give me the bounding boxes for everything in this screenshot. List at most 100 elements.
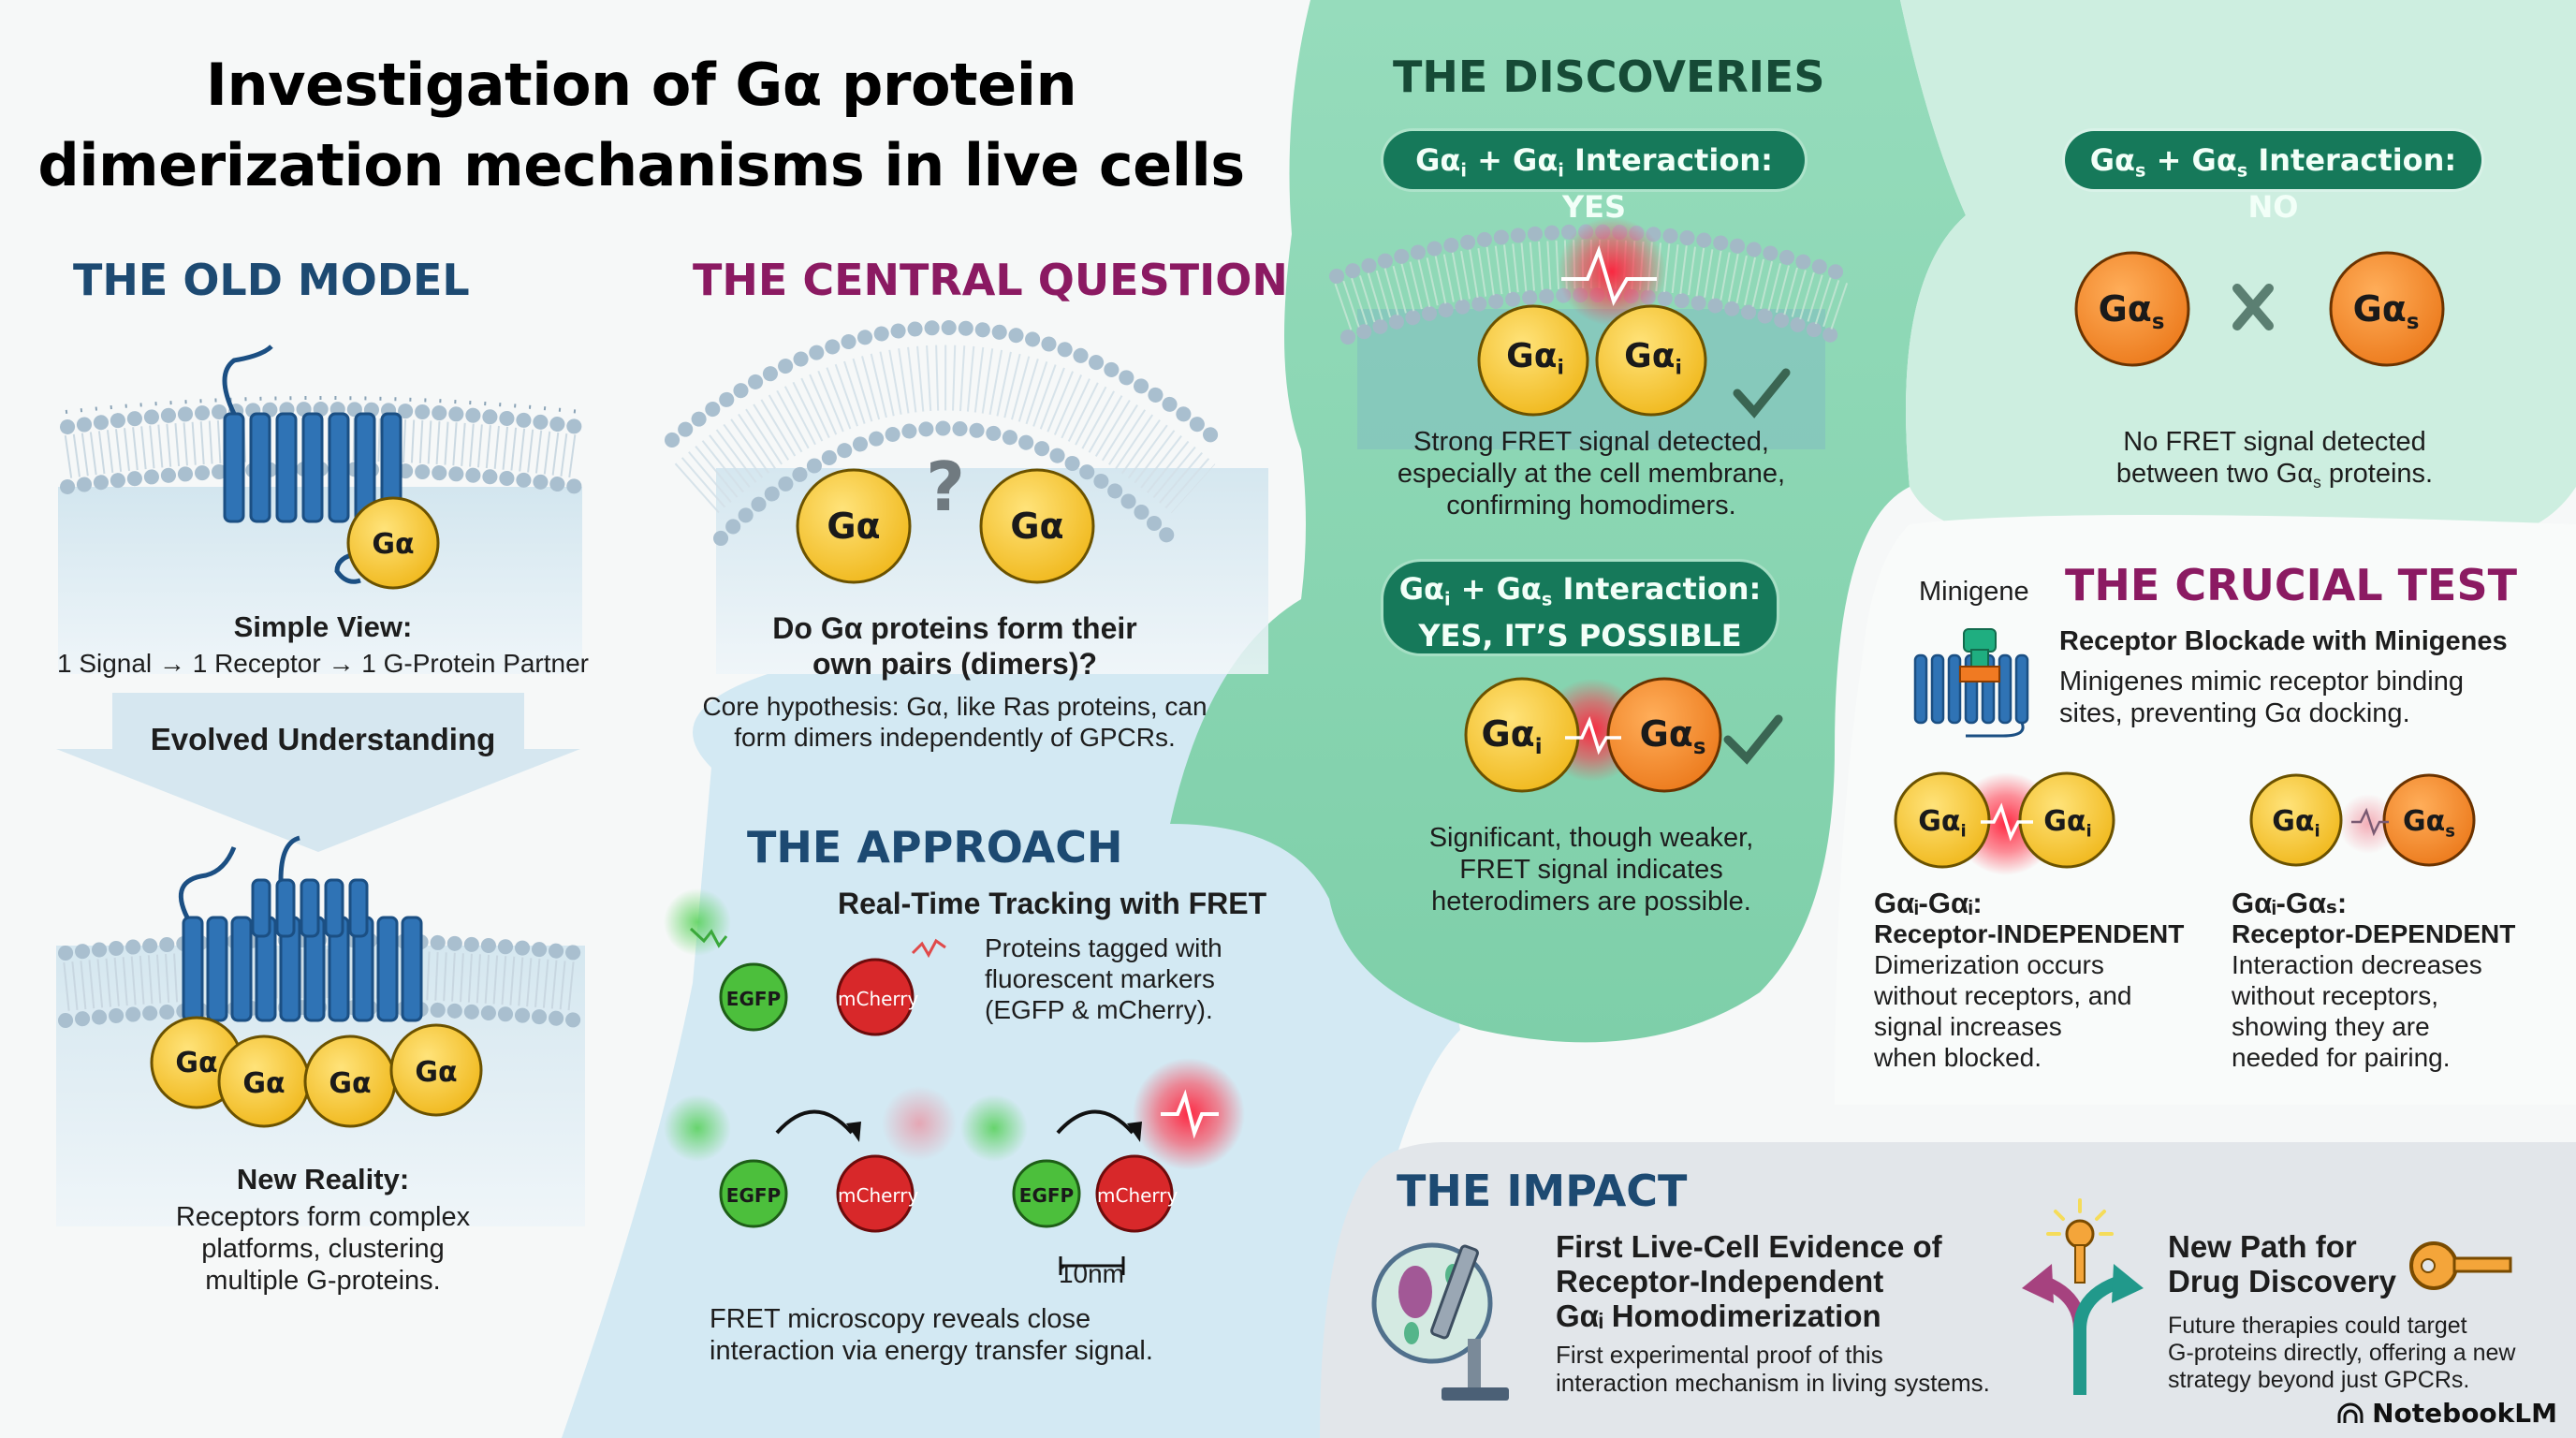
mcherry-label: mCherry — [838, 988, 919, 1010]
gas-gas-description: No FRET signal detected between two Gαs … — [2012, 426, 2537, 498]
egfp-label: EGFP — [725, 1184, 782, 1207]
protein-gai-label: Gαi — [1616, 337, 1690, 380]
hypothesis-line: form dimers independently of GPCRs. — [734, 723, 1176, 752]
pill-subscript: s — [1541, 588, 1553, 610]
desc-line: heterodimers are possible. — [1431, 887, 1751, 917]
question-line: Do Gα proteins form their — [772, 611, 1137, 645]
desc-line: sites, preventing Gα docking. — [2059, 698, 2410, 728]
label-text: Gα — [1624, 337, 1676, 375]
protein-gai-label: Gαi — [2035, 805, 2100, 841]
title-line: New Path for — [2168, 1229, 2357, 1264]
pill-text: Gα — [1513, 142, 1559, 178]
old-model-heading: THE OLD MODEL — [73, 255, 470, 305]
tag-line: fluorescent markers — [985, 964, 1215, 993]
block-line: Dimerization occurs — [1874, 950, 2104, 979]
label-text: Gα — [2352, 288, 2407, 330]
protein-ga-label: Gα — [372, 528, 415, 561]
block-line: showing they are — [2232, 1012, 2430, 1041]
page-title: Investigation of Gα protein dimerization… — [37, 51, 1245, 199]
approach-footer-text: FRET microscopy reveals close interactio… — [710, 1303, 1153, 1367]
protein-gai-label: Gαi — [1910, 805, 1975, 841]
pill-subscript: i — [1558, 159, 1564, 182]
pill-text: Gα — [1496, 571, 1542, 607]
desc-line: between two Gαs proteins. — [2012, 458, 2537, 498]
discoveries-heading: THE DISCOVERIES — [1393, 51, 1825, 102]
title-line: Gαᵢ Homodimerization — [1556, 1299, 1881, 1333]
new-reality-line: platforms, clustering — [201, 1234, 445, 1264]
simple-view-text: 1 Signal → 1 Receptor → 1 G-Protein Part… — [56, 649, 590, 678]
new-reality-title: New Reality: — [236, 1163, 410, 1196]
impact-item1-desc: First experimental proof of this interac… — [1556, 1341, 1990, 1397]
block-line: without receptors, — [2232, 981, 2438, 1010]
crucial-test-description: Minigenes mimic receptor binding sites, … — [2059, 666, 2464, 729]
desc-line: Minigenes mimic receptor binding — [2059, 667, 2464, 697]
protein-gas-label: Gαs — [1631, 713, 1715, 759]
central-question-text: Do Gα proteins form their own pairs (dim… — [674, 610, 1236, 682]
label-sub: i — [1675, 356, 1682, 380]
pill-subscript: i — [1443, 588, 1451, 610]
label-text: Gα — [2098, 288, 2152, 330]
label-text: Gα — [1639, 713, 1693, 755]
protein-ga-old — [346, 496, 440, 590]
pill-line: YES, IT’S POSSIBLE — [1418, 617, 1742, 653]
protein-ga-label: Gα — [1010, 506, 1064, 547]
receptor-old-model-icon — [223, 412, 402, 523]
desc-line: especially at the cell membrane, — [1397, 459, 1786, 489]
pill-subscript: i — [1460, 159, 1467, 182]
egfp-label: EGFP — [1018, 1184, 1075, 1207]
brand-label: NotebookLM — [2372, 1398, 2557, 1429]
key-icon — [2409, 1241, 2512, 1290]
protein-gas-label: Gαs — [2089, 288, 2174, 334]
cluster-ga-label-1: Gα — [175, 1047, 218, 1079]
tag-line: (EGFP & mCherry). — [985, 995, 1213, 1024]
desc-text: between two Gα — [2115, 459, 2314, 489]
block-title: Gαᵢ-Gαᵢ: — [1874, 887, 1983, 919]
impact-item2-title: New Path for Drug Discovery — [2168, 1229, 2396, 1299]
impact-heading: THE IMPACT — [1397, 1166, 1688, 1216]
pill-text: Gα — [2191, 142, 2237, 178]
desc-line: confirming homodimers. — [1446, 491, 1736, 521]
simple-view-title: Simple View: — [233, 610, 413, 643]
block-line: when blocked. — [1874, 1043, 2042, 1072]
title-line: Receptor-Independent — [1556, 1264, 1884, 1299]
protein-gai-label: Gαi — [1470, 713, 1554, 759]
gai-gai-description: Strong FRET signal detected, especially … — [1329, 426, 1853, 521]
label-sub: i — [2086, 821, 2092, 842]
approach-tag-text: Proteins tagged with fluorescent markers… — [985, 932, 1222, 1025]
footer-line: FRET microscopy reveals close — [710, 1304, 1091, 1334]
block-line: Interaction decreases — [2232, 950, 2482, 979]
egfp-label: EGFP — [725, 988, 782, 1010]
approach-heading: THE APPROACH — [747, 822, 1123, 873]
pill-subscript: s — [2135, 159, 2146, 182]
new-reality-line: Receptors form complex — [175, 1202, 471, 1232]
pill-subscript: s — [2236, 159, 2248, 182]
notebooklm-logo-icon — [2337, 1402, 2364, 1423]
desc-line: Significant, though weaker, — [1428, 823, 1754, 853]
protein-gai-label: Gαi — [1498, 337, 1573, 380]
mcherry-label: mCherry — [838, 1184, 919, 1207]
footer-line: interaction via energy transfer signal. — [710, 1336, 1153, 1366]
protein-gas-label: Gαs — [2396, 805, 2462, 841]
label-text: Gα — [1918, 805, 1961, 838]
pill-text: Gα — [1415, 142, 1461, 178]
pill-gai-gas-possible: Gαi + Gαs Interaction: YES, IT’S POSSIBL… — [1383, 562, 1777, 653]
question-mark-icon: ? — [926, 448, 965, 526]
microscope-cell-icon — [1371, 1242, 1509, 1401]
desc-line: No FRET signal detected — [2123, 427, 2426, 457]
mcherry-label: mCherry — [1097, 1184, 1178, 1207]
hypothesis-line: Core hypothesis: Gα, like Ras proteins, … — [702, 692, 1208, 721]
desc-text: proteins. — [2320, 459, 2434, 489]
pill-text: + — [1466, 142, 1514, 178]
pill-text: Gα — [2089, 142, 2136, 178]
central-question-heading: THE CENTRAL QUESTION — [693, 255, 1288, 305]
label-text: Gα — [2403, 805, 2446, 838]
receptor-dependent-block: Gαᵢ-Gαₛ: Receptor-DEPENDENT Interaction … — [2232, 888, 2515, 1073]
label-text: Gα — [2043, 805, 2086, 838]
label-text: Gα — [1481, 713, 1535, 755]
distance-label: 10nm — [1058, 1259, 1125, 1288]
desc-line: interaction mechanism in living systems. — [1556, 1369, 1990, 1397]
desc-line: G-proteins directly, offering a new — [2168, 1340, 2516, 1366]
approach-subheading: Real-Time Tracking with FRET — [838, 887, 1267, 920]
pill-text: + — [1450, 571, 1497, 607]
